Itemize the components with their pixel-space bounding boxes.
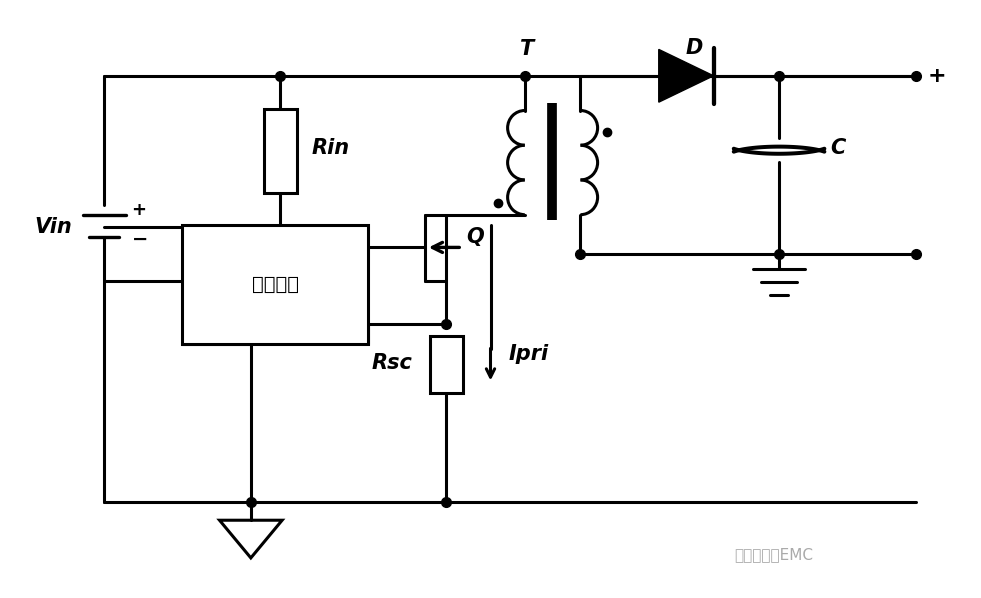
Text: −: − bbox=[131, 230, 148, 249]
Text: C: C bbox=[830, 138, 846, 158]
Text: Q: Q bbox=[466, 227, 484, 248]
Text: +: + bbox=[131, 201, 146, 219]
Text: Vin: Vin bbox=[34, 216, 73, 237]
Text: Rin: Rin bbox=[312, 138, 349, 158]
Text: T: T bbox=[520, 39, 534, 59]
Text: D: D bbox=[686, 38, 702, 58]
Text: +: + bbox=[928, 66, 947, 86]
Text: Rsc: Rsc bbox=[372, 353, 412, 374]
Text: 风陵渡口话EMC: 风陵渡口话EMC bbox=[735, 547, 813, 563]
Bar bbox=[264, 108, 297, 193]
Polygon shape bbox=[659, 50, 713, 102]
Bar bbox=[182, 225, 368, 344]
Bar bbox=[430, 335, 463, 393]
Text: 控制电路: 控制电路 bbox=[252, 274, 299, 294]
Text: Ipri: Ipri bbox=[508, 344, 548, 364]
